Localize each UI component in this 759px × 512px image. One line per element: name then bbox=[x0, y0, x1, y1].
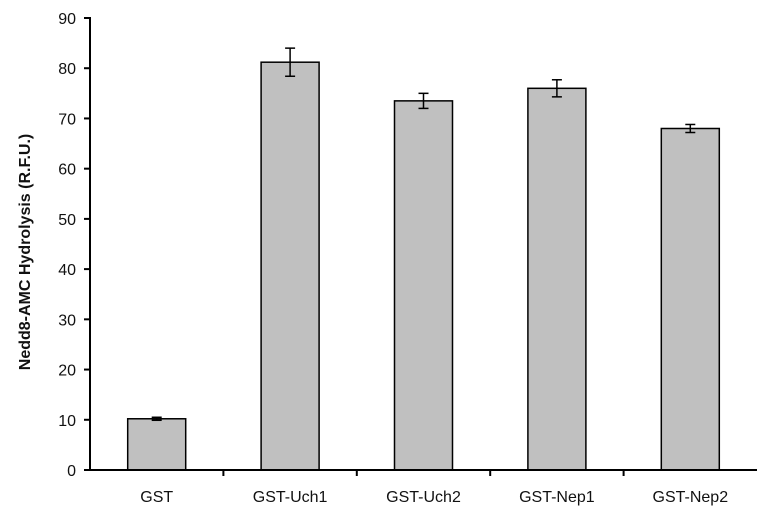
x-tick-label: GST-Nep1 bbox=[519, 489, 595, 506]
error-bar-gst-uch1 bbox=[285, 47, 296, 78]
error-bar-gst-uch2 bbox=[418, 92, 429, 110]
y-tick-label: 50 bbox=[58, 212, 76, 229]
y-tick-label: 30 bbox=[58, 312, 76, 329]
bar-gst bbox=[126, 418, 187, 471]
error-bars bbox=[151, 47, 696, 422]
y-tick-label: 0 bbox=[67, 463, 76, 480]
error-bar-gst-nep2 bbox=[685, 123, 696, 134]
x-tick-label: GST-Nep2 bbox=[653, 489, 729, 506]
error-bar-gst-nep1 bbox=[551, 79, 562, 98]
y-tick-label: 90 bbox=[58, 11, 76, 28]
x-tick-label: GST-Uch1 bbox=[253, 489, 328, 506]
bar-gst-uch2 bbox=[393, 100, 454, 471]
error-bar-gst bbox=[151, 416, 162, 422]
x-tick-label: GST-Uch2 bbox=[386, 489, 461, 506]
y-tick-label: 70 bbox=[58, 111, 76, 128]
bar-gst-uch1 bbox=[260, 61, 320, 471]
bars bbox=[126, 61, 721, 471]
x-tick-label: GST bbox=[140, 489, 173, 506]
bar-gst-nep2 bbox=[660, 127, 721, 471]
x-axis-labels: GST GST-Uch1 GST-Uch2 GST-Nep1 GST-Nep2 bbox=[140, 489, 728, 506]
y-tick-label: 20 bbox=[58, 363, 76, 380]
y-tick-label: 40 bbox=[58, 262, 76, 279]
y-tick-label: 10 bbox=[58, 413, 76, 430]
y-axis-title: Nedd8-AMC Hydrolysis (R.F.U.) bbox=[17, 134, 34, 370]
y-tick-label: 80 bbox=[58, 61, 76, 78]
y-axis-ticks: 0 10 20 30 40 50 60 70 80 90 bbox=[58, 11, 625, 480]
bar-gst-nep1 bbox=[527, 87, 587, 471]
y-tick-label: 60 bbox=[58, 162, 76, 179]
